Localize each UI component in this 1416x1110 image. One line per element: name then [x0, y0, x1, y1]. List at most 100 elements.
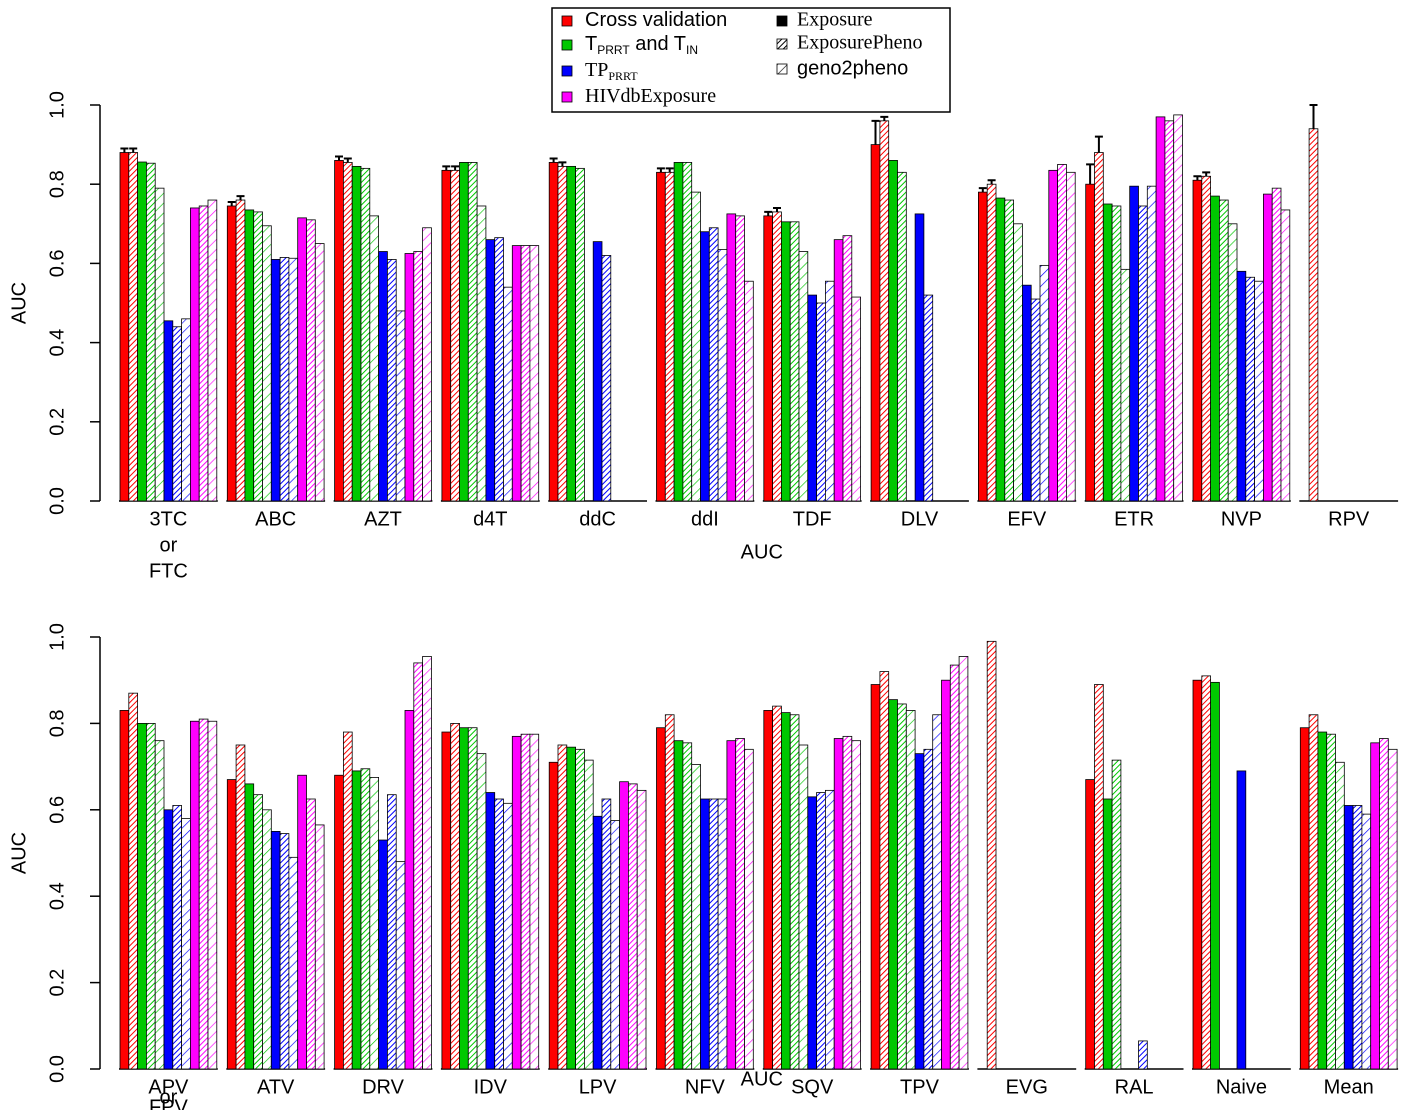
- bar: [1335, 761, 1345, 1070]
- x-tick-label: EVG: [1006, 1076, 1048, 1098]
- bar: [1192, 179, 1203, 502]
- bar: [360, 167, 371, 502]
- y-tick-label: 1.0: [46, 623, 68, 651]
- bar: [700, 798, 710, 1070]
- error-bar: [129, 147, 138, 153]
- x-tick-label: ETR: [1114, 508, 1154, 530]
- bar: [503, 802, 513, 1070]
- legend-label: Cross validation: [585, 9, 727, 31]
- bar: [441, 169, 452, 502]
- bar: [923, 748, 934, 1070]
- x-tick-label: Mean: [1324, 1076, 1374, 1098]
- bar: [995, 197, 1006, 502]
- legend-subscript: PRRT: [597, 43, 630, 57]
- x-tick-label: Naive: [1216, 1076, 1267, 1098]
- bar: [467, 162, 478, 502]
- bar: [986, 640, 997, 1070]
- bar: [1387, 748, 1398, 1070]
- bar: [181, 318, 191, 502]
- bar: [781, 221, 791, 502]
- bar: [137, 723, 147, 1070]
- error-bar: [1094, 135, 1103, 153]
- bar: [1201, 675, 1212, 1070]
- bar: [145, 723, 156, 1070]
- bar: [691, 764, 701, 1070]
- bar: [198, 205, 209, 502]
- error-bar: [227, 201, 236, 206]
- y-tick-label: 0.2: [46, 408, 68, 436]
- x-tick-label: TPV: [900, 1076, 940, 1098]
- bar: [450, 723, 460, 1070]
- x-tick-label: RAL: [1115, 1076, 1154, 1098]
- legend-text: and T: [630, 33, 686, 55]
- bar: [664, 714, 675, 1070]
- bar: [1308, 714, 1319, 1070]
- bar: [189, 207, 200, 502]
- bar: [700, 231, 710, 502]
- bar: [636, 789, 647, 1070]
- bar: [395, 310, 406, 502]
- bar: [566, 165, 576, 502]
- bar: [485, 792, 496, 1070]
- bar: [1085, 183, 1095, 502]
- bar: [1210, 681, 1220, 1070]
- bar: [1102, 203, 1113, 502]
- y-tick-label: 1.0: [46, 91, 68, 119]
- bar: [897, 171, 907, 502]
- bar: [789, 221, 800, 502]
- bar: [1094, 152, 1104, 502]
- legend-swatch: [561, 15, 573, 27]
- error-bar: [451, 165, 460, 171]
- bar: [137, 161, 147, 502]
- bar: [262, 225, 272, 502]
- bar: [986, 183, 997, 502]
- bar: [1201, 175, 1212, 502]
- bar: [816, 792, 826, 1070]
- legend-swatch: [561, 91, 573, 103]
- x-tick-label: AZT: [364, 508, 402, 530]
- bar: [708, 227, 719, 502]
- bar: [226, 205, 237, 502]
- bar: [485, 239, 496, 502]
- bar: [306, 798, 316, 1070]
- bar: [584, 759, 594, 1070]
- bar: [557, 165, 568, 502]
- bar: [958, 656, 969, 1070]
- bar: [932, 714, 942, 1070]
- bar: [413, 662, 423, 1070]
- y-tick-label: 0.8: [46, 170, 68, 198]
- bar: [1057, 163, 1067, 502]
- x-tick-label: or: [160, 1086, 178, 1108]
- bar: [656, 727, 666, 1070]
- legend-box: [551, 7, 951, 113]
- bar: [656, 171, 666, 502]
- x-tick-label: ABC: [255, 508, 296, 530]
- legend-swatch: [561, 65, 573, 77]
- bar: [306, 219, 316, 502]
- bar: [1039, 264, 1050, 502]
- legend-text: TP: [585, 59, 608, 81]
- error-bar: [978, 187, 987, 193]
- bar: [1111, 759, 1122, 1070]
- bar: [1263, 193, 1273, 502]
- bar: [314, 824, 325, 1070]
- bar: [726, 740, 737, 1070]
- bar: [941, 679, 951, 1070]
- bar: [369, 215, 379, 502]
- error-bar: [665, 167, 674, 173]
- error-bar: [656, 167, 665, 173]
- bar: [879, 120, 890, 502]
- bar: [378, 251, 388, 502]
- bar: [279, 833, 290, 1070]
- bar: [1361, 813, 1372, 1070]
- bar: [128, 152, 139, 502]
- bar: [914, 213, 925, 502]
- bar: [181, 818, 191, 1070]
- bar: [575, 748, 585, 1070]
- bar: [334, 774, 344, 1070]
- bar: [404, 253, 415, 502]
- bar: [198, 718, 209, 1070]
- bar: [1155, 116, 1166, 502]
- x-tick-label: TDF: [793, 508, 832, 530]
